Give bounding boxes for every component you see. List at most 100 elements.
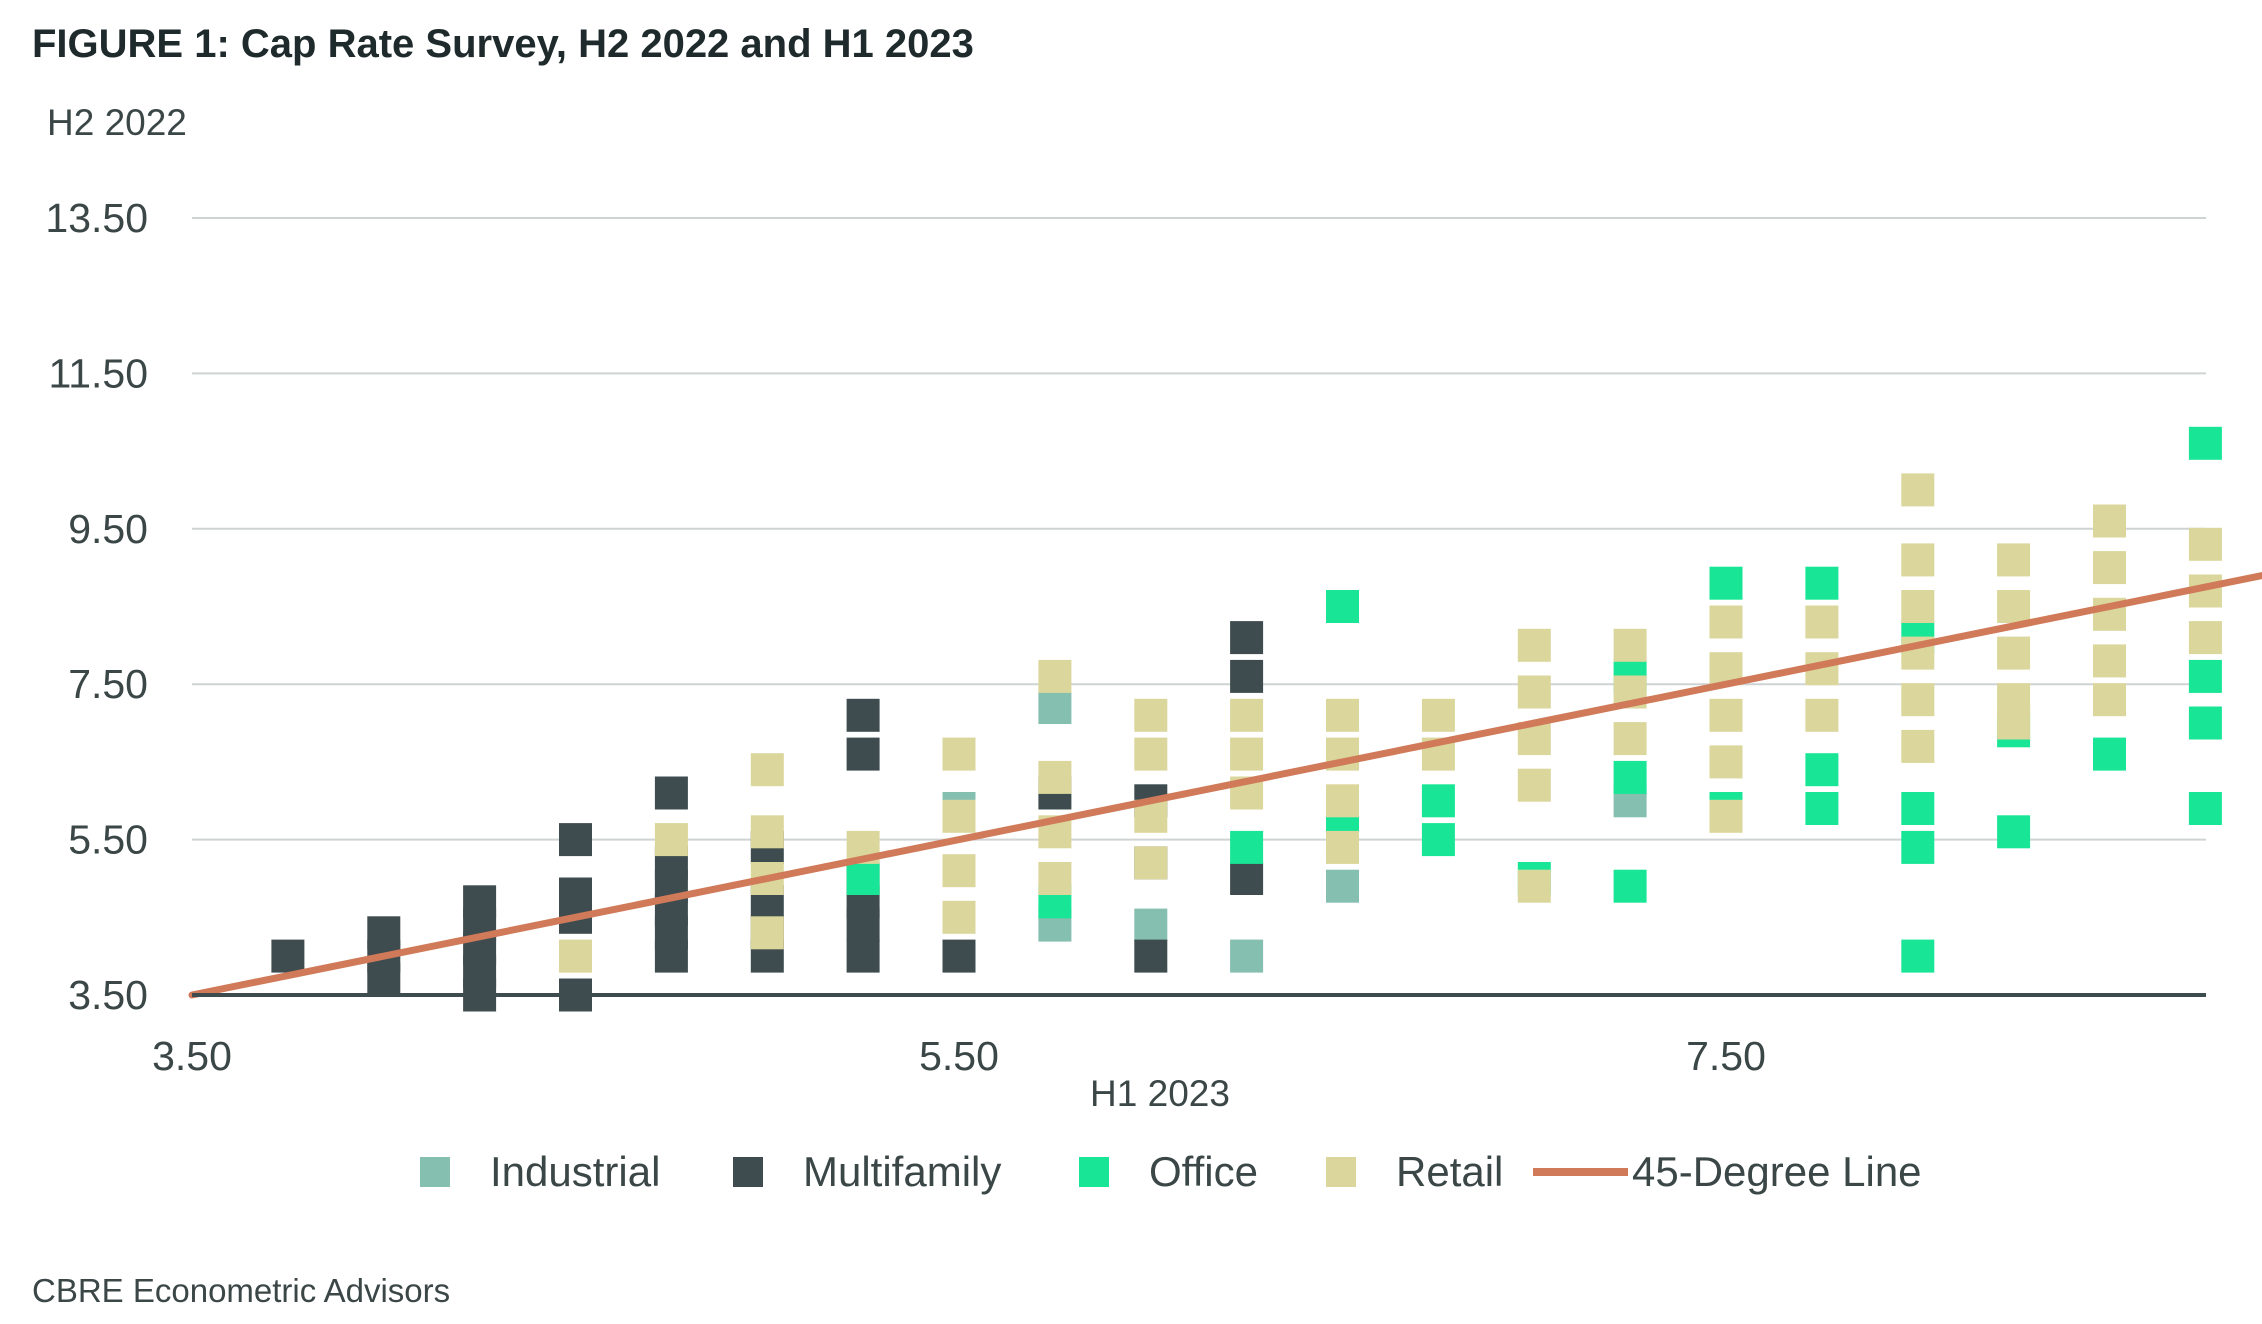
point-retail: [1134, 737, 1168, 771]
point-industrial: [1326, 869, 1359, 903]
x-tick-label: 7.50: [1686, 1033, 1766, 1079]
point-retail: [1134, 846, 1168, 880]
point-retail: [559, 939, 592, 973]
point-retail: [1613, 722, 1647, 756]
point-office: [1709, 566, 1743, 600]
point-retail: [2188, 527, 2222, 561]
point-industrial: [1038, 691, 1072, 724]
legend-label-45-degree-line: 45-Degree Line: [1632, 1148, 1922, 1195]
point-retail: [1901, 683, 1935, 717]
point-industrial: [1230, 939, 1264, 973]
x-axis-label: H1 2023: [1090, 1073, 1230, 1114]
point-retail: [1901, 543, 1935, 577]
point-retail: [1709, 799, 1743, 833]
point-retail: [1709, 605, 1743, 639]
point-office: [1805, 753, 1839, 787]
legend-label-office: Office: [1149, 1148, 1258, 1195]
point-office: [1421, 823, 1455, 857]
point-retail: [1901, 473, 1935, 507]
point-retail: [1709, 698, 1743, 732]
point-retail: [1038, 862, 1072, 895]
y-axis-label: H2 2022: [47, 102, 187, 143]
point-office: [1613, 869, 1647, 903]
point-retail: [942, 900, 976, 934]
point-retail: [2093, 551, 2126, 585]
point-retail: [1134, 698, 1168, 732]
point-retail: [1517, 675, 1551, 709]
point-office: [1901, 792, 1935, 825]
point-multifamily: [1134, 939, 1168, 973]
point-multifamily: [1230, 621, 1264, 655]
x-tick-label: 3.50: [152, 1033, 232, 1079]
point-office: [2188, 659, 2222, 693]
point-retail: [1997, 543, 2031, 577]
point-multifamily: [1230, 659, 1264, 693]
point-retail: [1997, 636, 2031, 670]
point-retail: [1517, 628, 1551, 662]
point-retail: [1709, 745, 1743, 779]
y-tick-label: 9.50: [68, 506, 148, 552]
legend-label-retail: Retail: [1396, 1148, 1503, 1195]
point-retail: [1326, 830, 1359, 864]
point-office: [2188, 792, 2222, 825]
point-retail: [1326, 784, 1359, 818]
chart-title: FIGURE 1: Cap Rate Survey, H2 2022 and H…: [32, 22, 974, 66]
point-office: [1326, 590, 1359, 623]
point-retail: [2093, 683, 2126, 717]
legend: Industrial Multifamily Office Retail 45-…: [420, 1148, 1922, 1195]
point-multifamily: [367, 963, 401, 996]
point-multifamily: [942, 939, 976, 973]
legend-swatch-industrial: [420, 1157, 450, 1187]
point-retail: [1901, 590, 1935, 623]
y-tick-label: 5.50: [68, 817, 148, 863]
legend-swatch-retail: [1326, 1157, 1356, 1187]
data-points: [271, 426, 2222, 1012]
point-office: [1901, 939, 1935, 973]
point-retail: [1421, 698, 1455, 732]
point-retail: [942, 854, 976, 888]
series-retail: [559, 473, 2222, 973]
point-office: [2093, 737, 2126, 771]
point-retail: [1230, 737, 1264, 771]
legend-swatch-office: [1079, 1157, 1109, 1187]
point-multifamily: [846, 698, 880, 732]
point-multifamily: [846, 939, 880, 973]
point-office: [2188, 706, 2222, 740]
point-retail: [1038, 760, 1072, 794]
point-retail: [750, 916, 784, 950]
point-retail: [1326, 698, 1359, 732]
point-office: [2188, 426, 2222, 460]
point-office: [1230, 830, 1264, 864]
point-multifamily: [846, 737, 880, 771]
point-office: [1805, 566, 1839, 600]
point-retail: [1805, 698, 1839, 732]
y-tick-labels: 3.50 5.50 7.50 9.50 11.50 13.50: [45, 195, 148, 1018]
point-retail: [2093, 644, 2126, 678]
point-retail: [654, 823, 688, 857]
point-multifamily: [559, 823, 592, 857]
point-retail: [1613, 628, 1647, 662]
point-retail: [1901, 729, 1935, 763]
point-retail: [1997, 706, 2031, 740]
point-retail: [1997, 590, 2031, 623]
point-retail: [1517, 869, 1551, 903]
y-tick-label: 3.50: [68, 972, 148, 1018]
point-retail: [2188, 621, 2222, 655]
point-retail: [750, 815, 784, 849]
point-office: [1805, 792, 1839, 825]
point-retail: [1230, 698, 1264, 732]
reference-line-layer: [188, 572, 2262, 999]
y-tick-label: 7.50: [68, 661, 148, 707]
point-office: [1421, 784, 1455, 818]
point-office: [1997, 815, 2031, 849]
legend-label-industrial: Industrial: [490, 1148, 660, 1195]
point-retail: [1805, 605, 1839, 639]
point-multifamily: [271, 939, 305, 973]
point-retail: [2093, 504, 2126, 538]
x-tick-label: 5.50: [919, 1033, 999, 1079]
point-office: [1901, 830, 1935, 864]
point-retail: [1517, 768, 1551, 802]
y-tick-label: 13.50: [45, 195, 148, 241]
